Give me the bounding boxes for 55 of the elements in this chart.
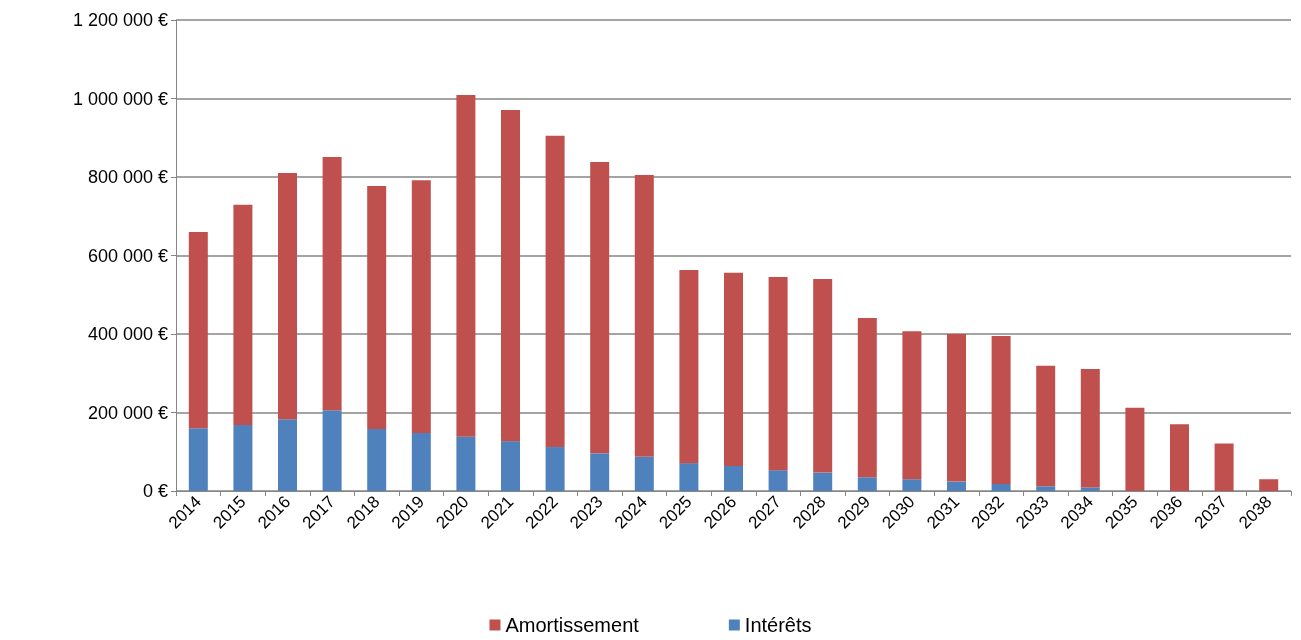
bar (233, 204, 253, 426)
y-tick-label: 600 000 € (87, 245, 168, 266)
bar (233, 425, 253, 491)
bar (857, 317, 877, 478)
bar (991, 483, 1011, 491)
bar (1036, 365, 1056, 487)
legend-label: Intérêts (744, 614, 812, 636)
bar (813, 279, 833, 473)
bar (411, 432, 431, 491)
bar (590, 453, 610, 491)
bar (991, 335, 1011, 484)
bar (411, 180, 431, 433)
bar (947, 334, 966, 482)
legend-label: Amortissement (505, 614, 640, 636)
bar (322, 410, 342, 491)
y-tick-label: 0 € (142, 481, 168, 501)
bar (1214, 443, 1234, 491)
bar (813, 472, 833, 491)
bar (590, 162, 610, 454)
bar (367, 186, 387, 429)
bar (1259, 479, 1279, 491)
bar (322, 156, 342, 411)
bar (501, 109, 520, 442)
bar (902, 331, 922, 480)
bar (188, 428, 208, 491)
y-tick-label: 200 000 € (87, 402, 168, 423)
bar (634, 175, 654, 457)
bar (947, 481, 966, 491)
bar (278, 419, 297, 491)
bar (768, 470, 788, 491)
y-tick-label: 1 000 000 € (72, 88, 168, 109)
bar (902, 479, 922, 491)
bar (367, 428, 387, 491)
bar (1170, 424, 1189, 491)
bar (679, 270, 699, 464)
bar (634, 456, 654, 491)
bar (501, 441, 520, 491)
bar (857, 477, 877, 491)
bar (768, 277, 788, 471)
y-tick-label: 800 000 € (87, 167, 168, 187)
bar (545, 447, 565, 491)
bar (1080, 368, 1100, 488)
bar (1125, 407, 1145, 491)
bar (456, 94, 476, 437)
bar (1080, 487, 1100, 491)
y-tick-label: 400 000 € (87, 324, 168, 344)
y-tick-label: 1 200 000 € (72, 10, 168, 30)
bar (545, 135, 565, 448)
bar (1036, 486, 1056, 491)
bar (724, 272, 743, 466)
bar (278, 173, 297, 420)
bar (456, 436, 476, 491)
bar (724, 465, 743, 491)
bar (188, 231, 208, 429)
bar (679, 463, 699, 491)
